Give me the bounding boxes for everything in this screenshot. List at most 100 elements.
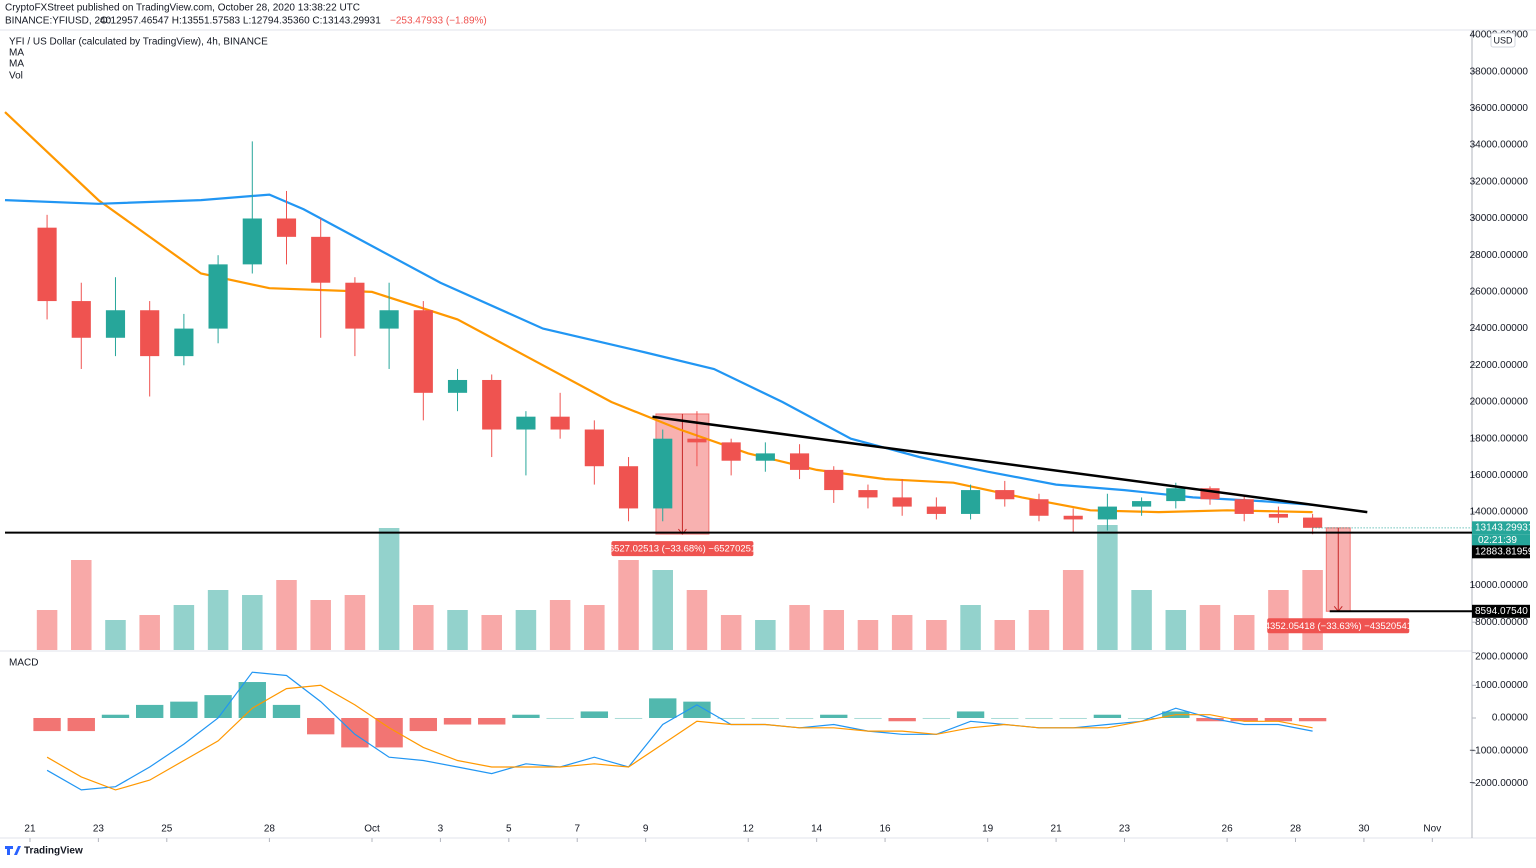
macd-histogram-bar [1298,717,1327,722]
macd-histogram-bar [922,717,951,719]
candle-body [242,218,262,265]
candle-body [140,310,160,357]
volume-bar [994,620,1016,650]
candle-body [208,264,228,329]
volume-bar [755,620,776,650]
y-tick-label: 0.00000 [1492,713,1529,724]
volume-bar [686,590,708,650]
macd-histogram-bar [1196,717,1224,722]
candle-body [687,438,707,443]
price-tag [1472,545,1530,559]
volume-bar [71,560,92,650]
volume-bar [823,610,845,650]
x-tick-label: Nov [1423,824,1441,835]
x-tick-label: 3 [438,824,444,835]
volume-bar [344,595,366,650]
volume-bar [549,600,571,650]
macd-histogram-bar [307,717,335,735]
candle-body [482,379,502,430]
ohlc: O:12957.46547 H:13551.57583 L:12794.3536… [100,16,381,27]
logo [5,846,21,855]
price-tag [1472,604,1530,618]
x-tick-label: 28 [1290,824,1302,835]
candle-body [1200,488,1220,500]
y-tick-label: 2000.00000 [1475,652,1528,663]
volume-bar [276,580,297,650]
candle-body [1132,501,1152,507]
currency-button[interactable] [1490,32,1516,48]
legend-entry: Vol [9,71,23,82]
x-tick-label: 9 [643,824,649,835]
macd-line [46,671,1313,791]
measure-label-box [611,541,754,557]
macd-histogram-bar [204,695,232,718]
x-tick-label: 30 [1358,824,1370,835]
macd-histogram-bar [546,717,574,719]
candle-body [584,429,604,467]
change: −253.47933 (−1.89%) [390,16,487,27]
volume-bar [1165,610,1187,650]
volume-bar [960,605,981,650]
candle-body [345,282,365,329]
candle-body [618,466,639,509]
volume-bar [926,620,947,650]
volume-bar [515,610,537,650]
volume-bar [447,610,468,650]
candle-body [311,236,331,283]
volume-bar [652,570,673,650]
price-tag-label: 12883.81959 [1475,546,1534,557]
candle-body [858,490,878,498]
volume-bar [378,528,400,650]
macd-histogram-bar [683,701,711,718]
x-tick-label: 25 [161,824,173,835]
macd-histogram-bar [170,701,198,718]
volume-bar [413,605,434,650]
x-tick-label: 5 [506,824,512,835]
x-tick-label: 19 [982,824,994,835]
candle-body [653,438,673,509]
y-tick-label: 32000.00000 [1470,176,1529,187]
moving-average [4,193,1313,506]
macd-histogram-bar [443,717,472,725]
price-tag-label: 13143.29931 [1475,522,1534,533]
price-tag-label: 8594.07540 [1475,606,1528,617]
volume-bar [1199,605,1221,650]
volume-bar [1097,525,1118,650]
measure-label: −6527.02513 (−33.68%) −652702513 [603,544,761,555]
legend-title: YFI / US Dollar (calculated by TradingVi… [9,37,268,48]
volume-bar [1131,590,1152,650]
volume-bar [1302,570,1323,650]
x-tick-label: 7 [574,824,580,835]
y-tick-label: 34000.00000 [1470,140,1529,151]
x-tick-label: 21 [24,824,36,835]
candle-body [379,310,399,329]
y-tick-label: 20000.00000 [1470,397,1529,408]
candle-body [447,379,468,393]
footer-brand: TradingView [24,846,83,857]
volume-bar [481,615,502,650]
x-tick-label: 23 [93,824,105,835]
y-tick-label: 16000.00000 [1470,470,1529,481]
y-tick-label: 14000.00000 [1470,507,1529,518]
volume-bar [1028,610,1050,650]
macd-histogram-bar [991,717,1019,719]
y-tick-label: 8000.00000 [1475,617,1528,628]
macd-histogram-bar [409,717,437,732]
macd-histogram-bar [238,682,266,718]
candle-body [413,310,433,393]
macd-histogram-bar [341,717,369,748]
macd-histogram-bar [785,717,814,719]
currency[interactable]: USD [1493,35,1513,45]
volume-bar [310,600,331,650]
y-tick-label: 26000.00000 [1470,287,1529,298]
x-tick-label: Oct [364,824,380,835]
volume-bar [105,620,126,650]
countdown: 02:21:39 [1478,535,1517,546]
legend-entry: MA [9,48,24,59]
volume-bar [720,615,742,650]
macd-histogram-bar [580,711,609,718]
macd-histogram-bar [1230,717,1258,722]
candle-body [1268,513,1288,518]
